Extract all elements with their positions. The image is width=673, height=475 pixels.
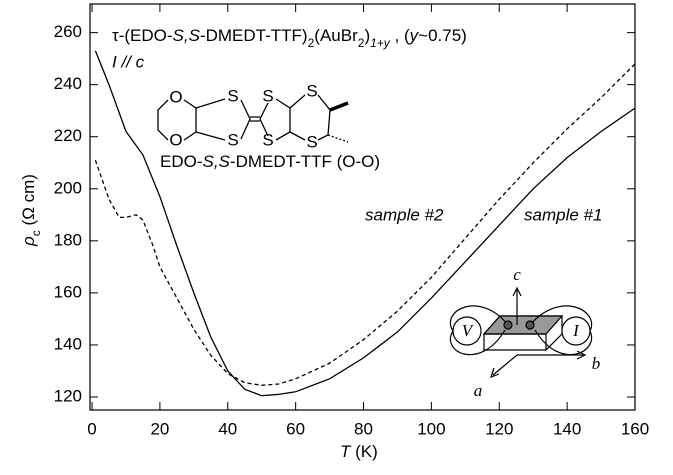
plot-frame [89, 3, 636, 411]
molecule-label-part: EDO- [160, 152, 203, 171]
y-tick-label: 120 [54, 386, 82, 405]
x-tick-label: 40 [218, 419, 237, 438]
chart-title-part: 1+y [370, 36, 391, 50]
atom-label: S [262, 130, 273, 149]
chart-title-part: -DMEDT-TTF) [200, 26, 308, 45]
inset-diagram [450, 286, 593, 379]
chart-title-part: S,S [173, 26, 201, 45]
molecule-structure [157, 94, 349, 143]
atom-label: O [169, 130, 182, 149]
x-axis-label-part: (K) [350, 442, 377, 461]
atom-label: O [169, 87, 182, 106]
x-axis-label: T (K) [340, 442, 378, 461]
atom-label: S [306, 132, 317, 151]
chart-title: τ-(EDO-S,S-DMEDT-TTF)2(AuBr2)1+y , (y~0.… [112, 26, 467, 50]
y-axis-label-part: ρ [19, 236, 38, 247]
chart-title-part: ~0.75) [418, 26, 467, 45]
chart-title-part: ) [364, 26, 370, 45]
y-tick-label: 240 [54, 74, 82, 93]
x-tick-label: 120 [485, 419, 513, 438]
inset-label: b [592, 354, 601, 373]
data-line [94, 63, 636, 386]
chart-title-part: 2 [308, 36, 315, 50]
molecule-label: EDO-S,S-DMEDT-TTF (O-O) [160, 152, 380, 171]
x-tick-label: 100 [417, 419, 445, 438]
y-tick-label: 160 [54, 282, 82, 301]
inset-label: a [474, 381, 483, 400]
x-tick-label: 60 [286, 419, 305, 438]
x-tick-label: 160 [621, 419, 649, 438]
x-tick-label: 140 [553, 419, 581, 438]
y-axis-label: ρc (Ω cm) [19, 174, 43, 247]
atom-label: S [306, 81, 317, 100]
y-tick-label: 260 [54, 22, 82, 41]
y-tick-label: 180 [54, 230, 82, 249]
y-tick-label: 220 [54, 126, 82, 145]
inset-label: I [572, 321, 580, 340]
molecule-label-part: S,S [203, 152, 231, 171]
x-tick-label: 0 [87, 419, 96, 438]
molecule-label-part: -DMEDT-TTF (O-O) [230, 152, 380, 171]
atom-label: S [262, 86, 273, 105]
chart-title-part: (AuBr [314, 26, 358, 45]
chart-title-part: τ-(EDO- [112, 26, 173, 45]
data-line [94, 50, 636, 397]
annotation: I // c [112, 52, 145, 71]
x-tick-label: 20 [150, 419, 169, 438]
y-axis-label-part: c [29, 230, 43, 236]
x-axis-label-part: T [340, 442, 352, 461]
atom-label: S [227, 130, 238, 149]
chart-title-part: 2 [358, 36, 365, 50]
y-axis-label-part: (Ω cm) [19, 174, 38, 230]
x-tick-label: 80 [354, 419, 373, 438]
chart-title-part: , ( [390, 26, 410, 45]
y-tick-label: 200 [54, 178, 82, 197]
atom-label: S [227, 86, 238, 105]
inset-label: c [513, 265, 521, 284]
inset-label: V [462, 321, 475, 340]
series-label: sample #2 [365, 205, 444, 224]
chart-title-part: y [409, 26, 420, 45]
series-label: sample #1 [524, 205, 602, 224]
y-tick-label: 140 [54, 334, 82, 353]
